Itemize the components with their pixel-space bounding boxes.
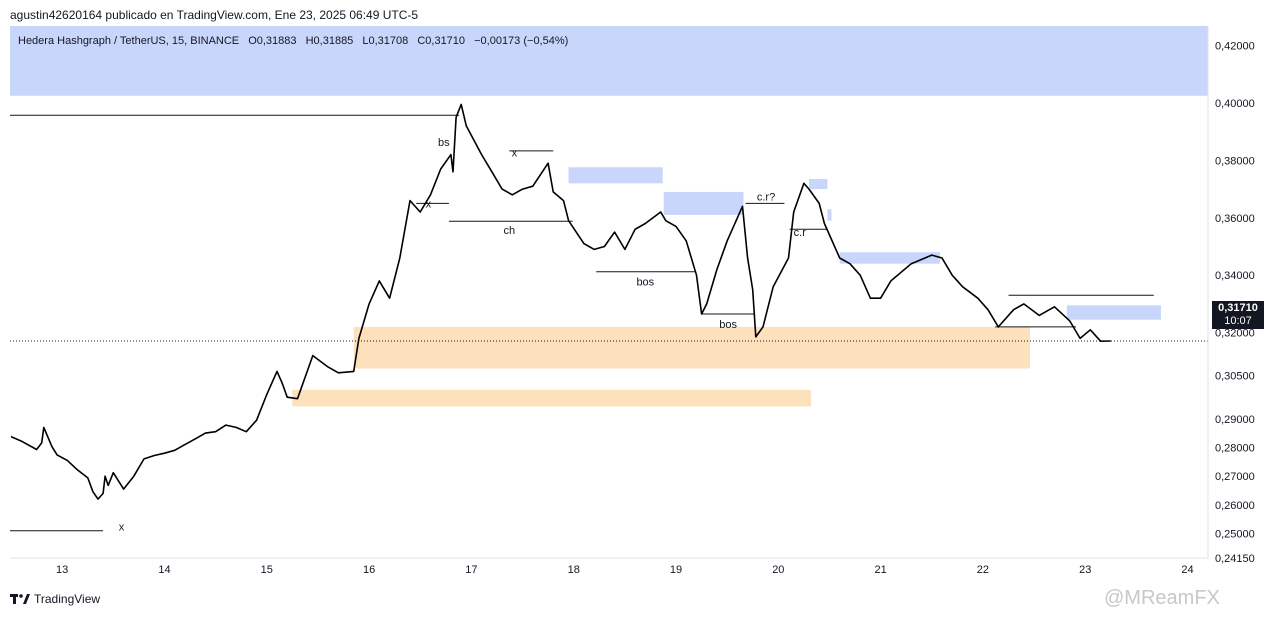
x-tick-label-10: 23	[1079, 564, 1091, 576]
y-tick-label-10: 0,26000	[1215, 500, 1255, 512]
x-tick-label-1: 14	[158, 564, 170, 576]
ohlc-close: C0,31710	[417, 35, 466, 47]
zone-orange-1[interactable]	[353, 326, 1030, 369]
tradingview-logo-icon	[10, 594, 30, 604]
y-tick-label-0: 0,42000	[1215, 41, 1255, 53]
annotation-label-5[interactable]: c.r?	[757, 192, 775, 204]
symbol-name[interactable]: Hedera Hashgraph / TetherUS, 15, BINANCE	[18, 35, 240, 47]
y-tick-label-9: 0,27000	[1215, 471, 1255, 483]
x-tick-label-6: 19	[670, 564, 682, 576]
y-tick-label-8: 0,28000	[1215, 442, 1255, 454]
y-tick-label-7: 0,29000	[1215, 414, 1255, 426]
ohlc-open: O0,31883	[248, 35, 297, 47]
watermark-text: @MReamFX	[1104, 587, 1220, 609]
x-tick-label-7: 20	[772, 564, 784, 576]
annotation-label-7[interactable]: bos	[719, 319, 737, 331]
y-tick-label-1: 0,40000	[1215, 98, 1255, 110]
x-tick-label-4: 17	[465, 564, 477, 576]
y-tick-label-2: 0,38000	[1215, 155, 1255, 167]
ohlc-high: H0,31885	[305, 35, 354, 47]
x-tick-label-2: 15	[261, 564, 273, 576]
y-tick-label-11: 0,25000	[1215, 529, 1255, 541]
zone-blue-4[interactable]	[663, 191, 744, 215]
symbol-legend: Hedera Hashgraph / TetherUS, 15, BINANCE…	[18, 35, 574, 47]
tradingview-brand: TradingView	[34, 592, 101, 606]
y-tick-label-4: 0,34000	[1215, 270, 1255, 282]
y-tick-label-12: 0,24150	[1215, 553, 1255, 565]
ohlc-low: L0,31708	[362, 35, 409, 47]
tradingview-logo[interactable]: TradingView	[10, 592, 100, 606]
zone-blue-6[interactable]	[827, 209, 832, 221]
last-price-badge: 0,31710 10:07	[1212, 301, 1264, 329]
x-tick-label-3: 16	[363, 564, 375, 576]
publish-attribution: agustin42620164 publicado en TradingView…	[10, 8, 419, 22]
x-tick-label-0: 13	[56, 564, 68, 576]
last-price-value: 0,31710	[1218, 302, 1258, 314]
annotation-label-3[interactable]: ch	[503, 225, 515, 237]
zone-blue-0[interactable]	[10, 26, 1208, 96]
price-change: −0,00173 (−0,54%)	[474, 35, 569, 47]
annotation-label-8[interactable]: x	[119, 522, 125, 534]
zone-blue-5[interactable]	[809, 179, 828, 190]
price-series-line	[10, 103, 1111, 500]
candle-countdown: 10:07	[1224, 315, 1252, 327]
annotation-label-0[interactable]: bs	[438, 137, 450, 149]
zone-orange-2[interactable]	[292, 389, 812, 407]
annotation-label-6[interactable]: c.r	[794, 227, 807, 239]
zone-blue-3[interactable]	[568, 167, 663, 184]
annotation-label-4[interactable]: bos	[636, 276, 654, 288]
y-tick-label-5: 0,32000	[1215, 328, 1255, 340]
y-tick-label-6: 0,30500	[1215, 371, 1255, 383]
x-tick-label-5: 18	[568, 564, 580, 576]
zone-blue-7[interactable]	[839, 252, 940, 264]
x-tick-label-8: 21	[874, 564, 886, 576]
zone-blue-8[interactable]	[1066, 305, 1161, 320]
y-tick-label-3: 0,36000	[1215, 213, 1255, 225]
annotation-label-2[interactable]: x	[426, 199, 432, 211]
author-watermark: @MReamFX	[1104, 587, 1220, 610]
x-tick-label-9: 22	[977, 564, 989, 576]
annotation-label-1[interactable]: x	[512, 148, 518, 160]
x-tick-label-11: 24	[1181, 564, 1193, 576]
